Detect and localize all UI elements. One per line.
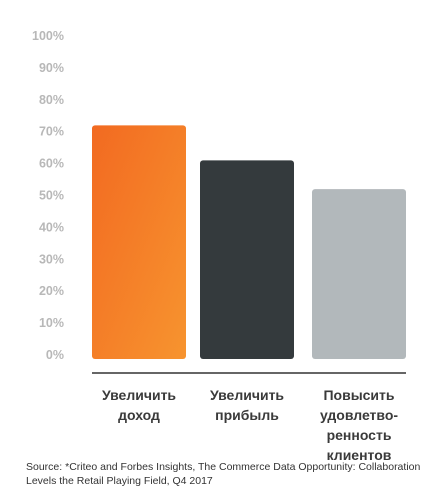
y-tick-label: 0% bbox=[46, 348, 64, 362]
x-category-label: Повысить удовлетво- ренность клиентов bbox=[319, 387, 399, 463]
bar-1 bbox=[200, 160, 294, 359]
y-tick-label: 30% bbox=[39, 252, 64, 266]
y-tick-label: 100% bbox=[32, 29, 64, 43]
y-tick-label: 60% bbox=[39, 157, 64, 171]
y-tick-label: 90% bbox=[39, 61, 64, 75]
source-note: Source: *Criteo and Forbes Insights, The… bbox=[26, 461, 421, 487]
y-tick-label: 40% bbox=[39, 220, 64, 234]
chart-area: 0% 10% 20% 30% 40% 50% 60% 70% 80% 90% 100% Увелич… bbox=[32, 29, 406, 463]
y-tick-label: 50% bbox=[39, 189, 64, 203]
y-tick-label: 20% bbox=[39, 284, 64, 298]
x-category-label: Увеличить доход bbox=[101, 387, 177, 423]
y-tick-label: 80% bbox=[39, 93, 64, 107]
bar-2 bbox=[312, 189, 406, 359]
bar-chart: 0% 10% 20% 30% 40% 50% 60% 70% 80% 90% 100% bbox=[32, 29, 406, 374]
x-category-label: Увеличить прибыль bbox=[209, 387, 285, 423]
y-tick-label: 10% bbox=[39, 316, 64, 330]
y-tick-label: 70% bbox=[39, 125, 64, 139]
bar-0 bbox=[92, 125, 186, 359]
